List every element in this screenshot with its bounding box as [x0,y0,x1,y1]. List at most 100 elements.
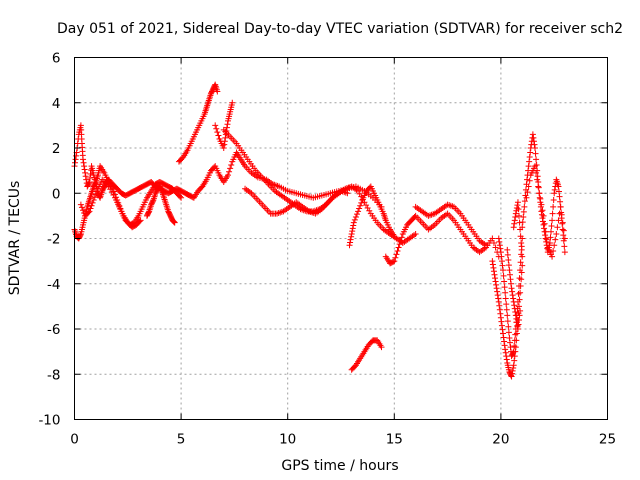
data-point [549,217,556,224]
data-point [513,330,520,337]
data-point [515,321,522,328]
data-point [551,242,558,249]
data-point [514,202,521,209]
data-point [507,344,514,351]
data-point [393,251,400,258]
data-point [91,194,98,201]
data-point [549,253,556,260]
data-point [490,268,497,275]
data-point [520,214,527,221]
data-point [516,212,523,219]
data-point [349,225,356,232]
data-point [506,339,513,346]
data-point [497,245,504,252]
data-point [378,344,385,351]
data-point [514,326,521,332]
data-point [149,198,156,205]
data-point [526,158,533,165]
data-point [81,166,88,173]
data-point [501,342,508,349]
data-point [559,219,566,226]
data-point [347,239,354,246]
data-point [137,217,144,224]
data-point [366,207,373,214]
data-point [512,331,519,338]
y-tick-label: -6 [47,322,60,338]
data-point [221,138,228,145]
data-point [500,267,507,274]
data-point [504,312,511,319]
data-point [498,318,505,325]
data-point [356,205,363,212]
data-point [212,122,219,129]
data-point [536,194,543,201]
data-point [398,234,405,241]
data-point [508,280,515,287]
data-point [85,180,92,187]
data-point [546,240,553,247]
data-point [509,367,516,374]
data-point [505,256,512,263]
data-point [215,132,222,139]
data-point [501,338,508,345]
data-point [511,337,518,344]
x-tick-label: 5 [177,432,186,448]
data-point [517,289,524,296]
data-point [555,188,562,195]
data-point [552,236,559,243]
data-point [72,156,79,163]
data-point [82,169,89,176]
data-point [223,124,230,131]
data-point [514,199,521,206]
data-point [559,226,566,233]
data-point [504,251,511,258]
data-point [519,262,526,269]
data-point [504,246,511,253]
data-point [518,276,525,283]
data-point [509,292,516,299]
x-tick-label: 10 [279,432,296,448]
data-point [496,238,503,245]
data-point [516,312,523,319]
data-point [490,264,497,271]
data-point [548,223,555,230]
data-point [503,306,510,313]
data-point [511,357,518,364]
data-point [214,129,221,136]
data-point [85,209,92,216]
data-point [90,197,97,204]
data-point [506,267,513,274]
data-point [447,202,454,209]
data-point [510,298,517,305]
data-point [170,218,177,225]
data-point [555,183,562,190]
data-point [510,224,517,231]
y-tick-label: 2 [52,141,61,157]
data-point [411,214,418,221]
data-point [495,235,502,242]
data-point [394,247,401,254]
data-point [517,267,524,274]
data-point [555,217,562,224]
data-point [492,275,499,282]
data-point [533,169,540,176]
data-point [347,236,354,243]
data-point [357,202,364,209]
data-point [344,190,351,197]
data-point [496,306,503,313]
data-point [525,163,532,170]
data-point [514,322,521,329]
data-point [506,335,513,342]
grid-lines [74,57,608,420]
data-point [86,178,93,185]
data-point [551,186,558,193]
data-point [80,159,87,166]
data-point [524,189,531,196]
data-point [495,298,502,305]
data-point [83,176,90,183]
data-point [225,172,232,179]
data-point [87,205,94,212]
data-point [505,323,512,330]
data-point [502,346,509,353]
data-point [503,353,510,360]
